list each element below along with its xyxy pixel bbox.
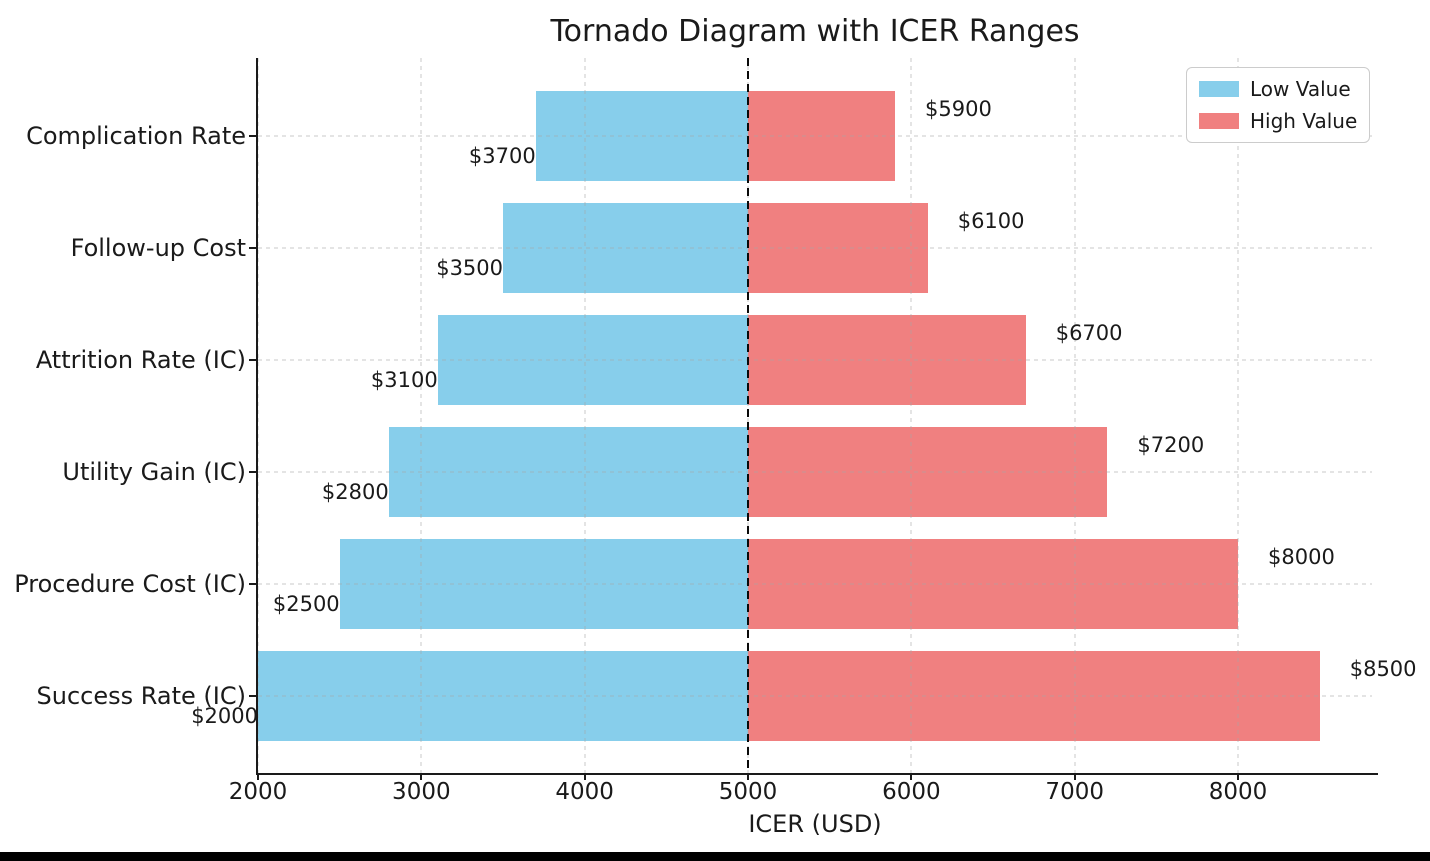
- y-axis-spine: [256, 58, 258, 773]
- category-label: Procedure Cost (IC): [14, 570, 246, 598]
- bottom-black-bar: [0, 852, 1430, 861]
- y-gridline: [258, 583, 1372, 585]
- x-tick-mark: [910, 773, 913, 780]
- y-gridline: [258, 135, 1372, 137]
- y-gridline: [258, 471, 1372, 473]
- x-tick-label: 7000: [1045, 779, 1104, 805]
- x-gridline: [257, 58, 259, 773]
- bar-value-label-high: $8000: [1268, 545, 1335, 569]
- legend-swatch-low-value: [1199, 81, 1239, 97]
- x-tick-mark: [1073, 773, 1076, 780]
- x-tick-mark: [420, 773, 423, 780]
- bar-value-label-high: $5900: [925, 97, 992, 121]
- x-tick-mark: [747, 773, 750, 780]
- x-axis-spine: [256, 773, 1378, 775]
- x-axis-title: ICER (USD): [748, 810, 882, 838]
- x-tick-label: 8000: [1208, 779, 1268, 805]
- bar-value-label-low: $2000: [191, 704, 258, 728]
- legend-swatch-high-value: [1199, 113, 1239, 129]
- legend-entry-low-value: Low Value: [1199, 77, 1357, 101]
- bar-value-label-low: $3500: [436, 256, 504, 280]
- x-tick-label: 2000: [228, 779, 288, 805]
- x-tick-mark: [1237, 773, 1240, 780]
- x-tick-label: 5000: [718, 779, 778, 805]
- category-label: Attrition Rate (IC): [35, 346, 246, 374]
- x-tick-label: 6000: [882, 779, 941, 805]
- bar-value-label-low: $3700: [468, 144, 536, 168]
- x-gridline: [1237, 58, 1239, 773]
- legend-label: High Value: [1250, 109, 1358, 133]
- baseline-line: [747, 58, 750, 773]
- bar-value-label-high: $7200: [1137, 433, 1205, 457]
- bar-value-label-high: $8500: [1349, 657, 1417, 681]
- x-gridline: [584, 58, 586, 773]
- bar-value-label-high: $6100: [957, 209, 1025, 233]
- category-label: Success Rate (IC): [36, 682, 246, 710]
- y-gridline: [258, 695, 1372, 697]
- legend-label: Low Value: [1250, 77, 1351, 101]
- y-tick-mark: [249, 135, 256, 137]
- x-tick-mark: [257, 773, 259, 780]
- x-tick-label: 4000: [555, 779, 614, 805]
- y-tick-mark: [249, 247, 256, 249]
- x-gridline: [1074, 58, 1076, 773]
- category-label: Follow-up Cost: [70, 234, 246, 262]
- y-tick-mark: [249, 471, 256, 473]
- category-label: Complication Rate: [26, 122, 246, 150]
- x-tick-mark: [583, 773, 586, 780]
- chart-title: Tornado Diagram with ICER Ranges: [550, 14, 1080, 49]
- x-tick-label: 3000: [392, 779, 451, 805]
- legend: Low Value High Value: [1186, 67, 1371, 143]
- bar-value-label-high: $6700: [1055, 321, 1123, 345]
- bar-value-label-low: $2500: [272, 592, 340, 616]
- legend-entry-high-value: High Value: [1199, 109, 1357, 133]
- y-tick-mark: [249, 695, 256, 697]
- plot-area: $3700 $5900 $3500 $6100 $3100 $6700 $2800 $7200…: [191, 58, 1417, 780]
- y-gridline: [258, 247, 1372, 249]
- x-gridline: [420, 58, 422, 773]
- bar-value-label-low: $2800: [321, 480, 389, 504]
- category-label: Utility Gain (IC): [62, 458, 246, 486]
- x-gridline: [910, 58, 912, 773]
- y-tick-mark: [249, 359, 256, 361]
- bar-value-label-low: $3100: [370, 368, 438, 392]
- y-tick-mark: [249, 583, 256, 585]
- y-gridline: [258, 359, 1372, 361]
